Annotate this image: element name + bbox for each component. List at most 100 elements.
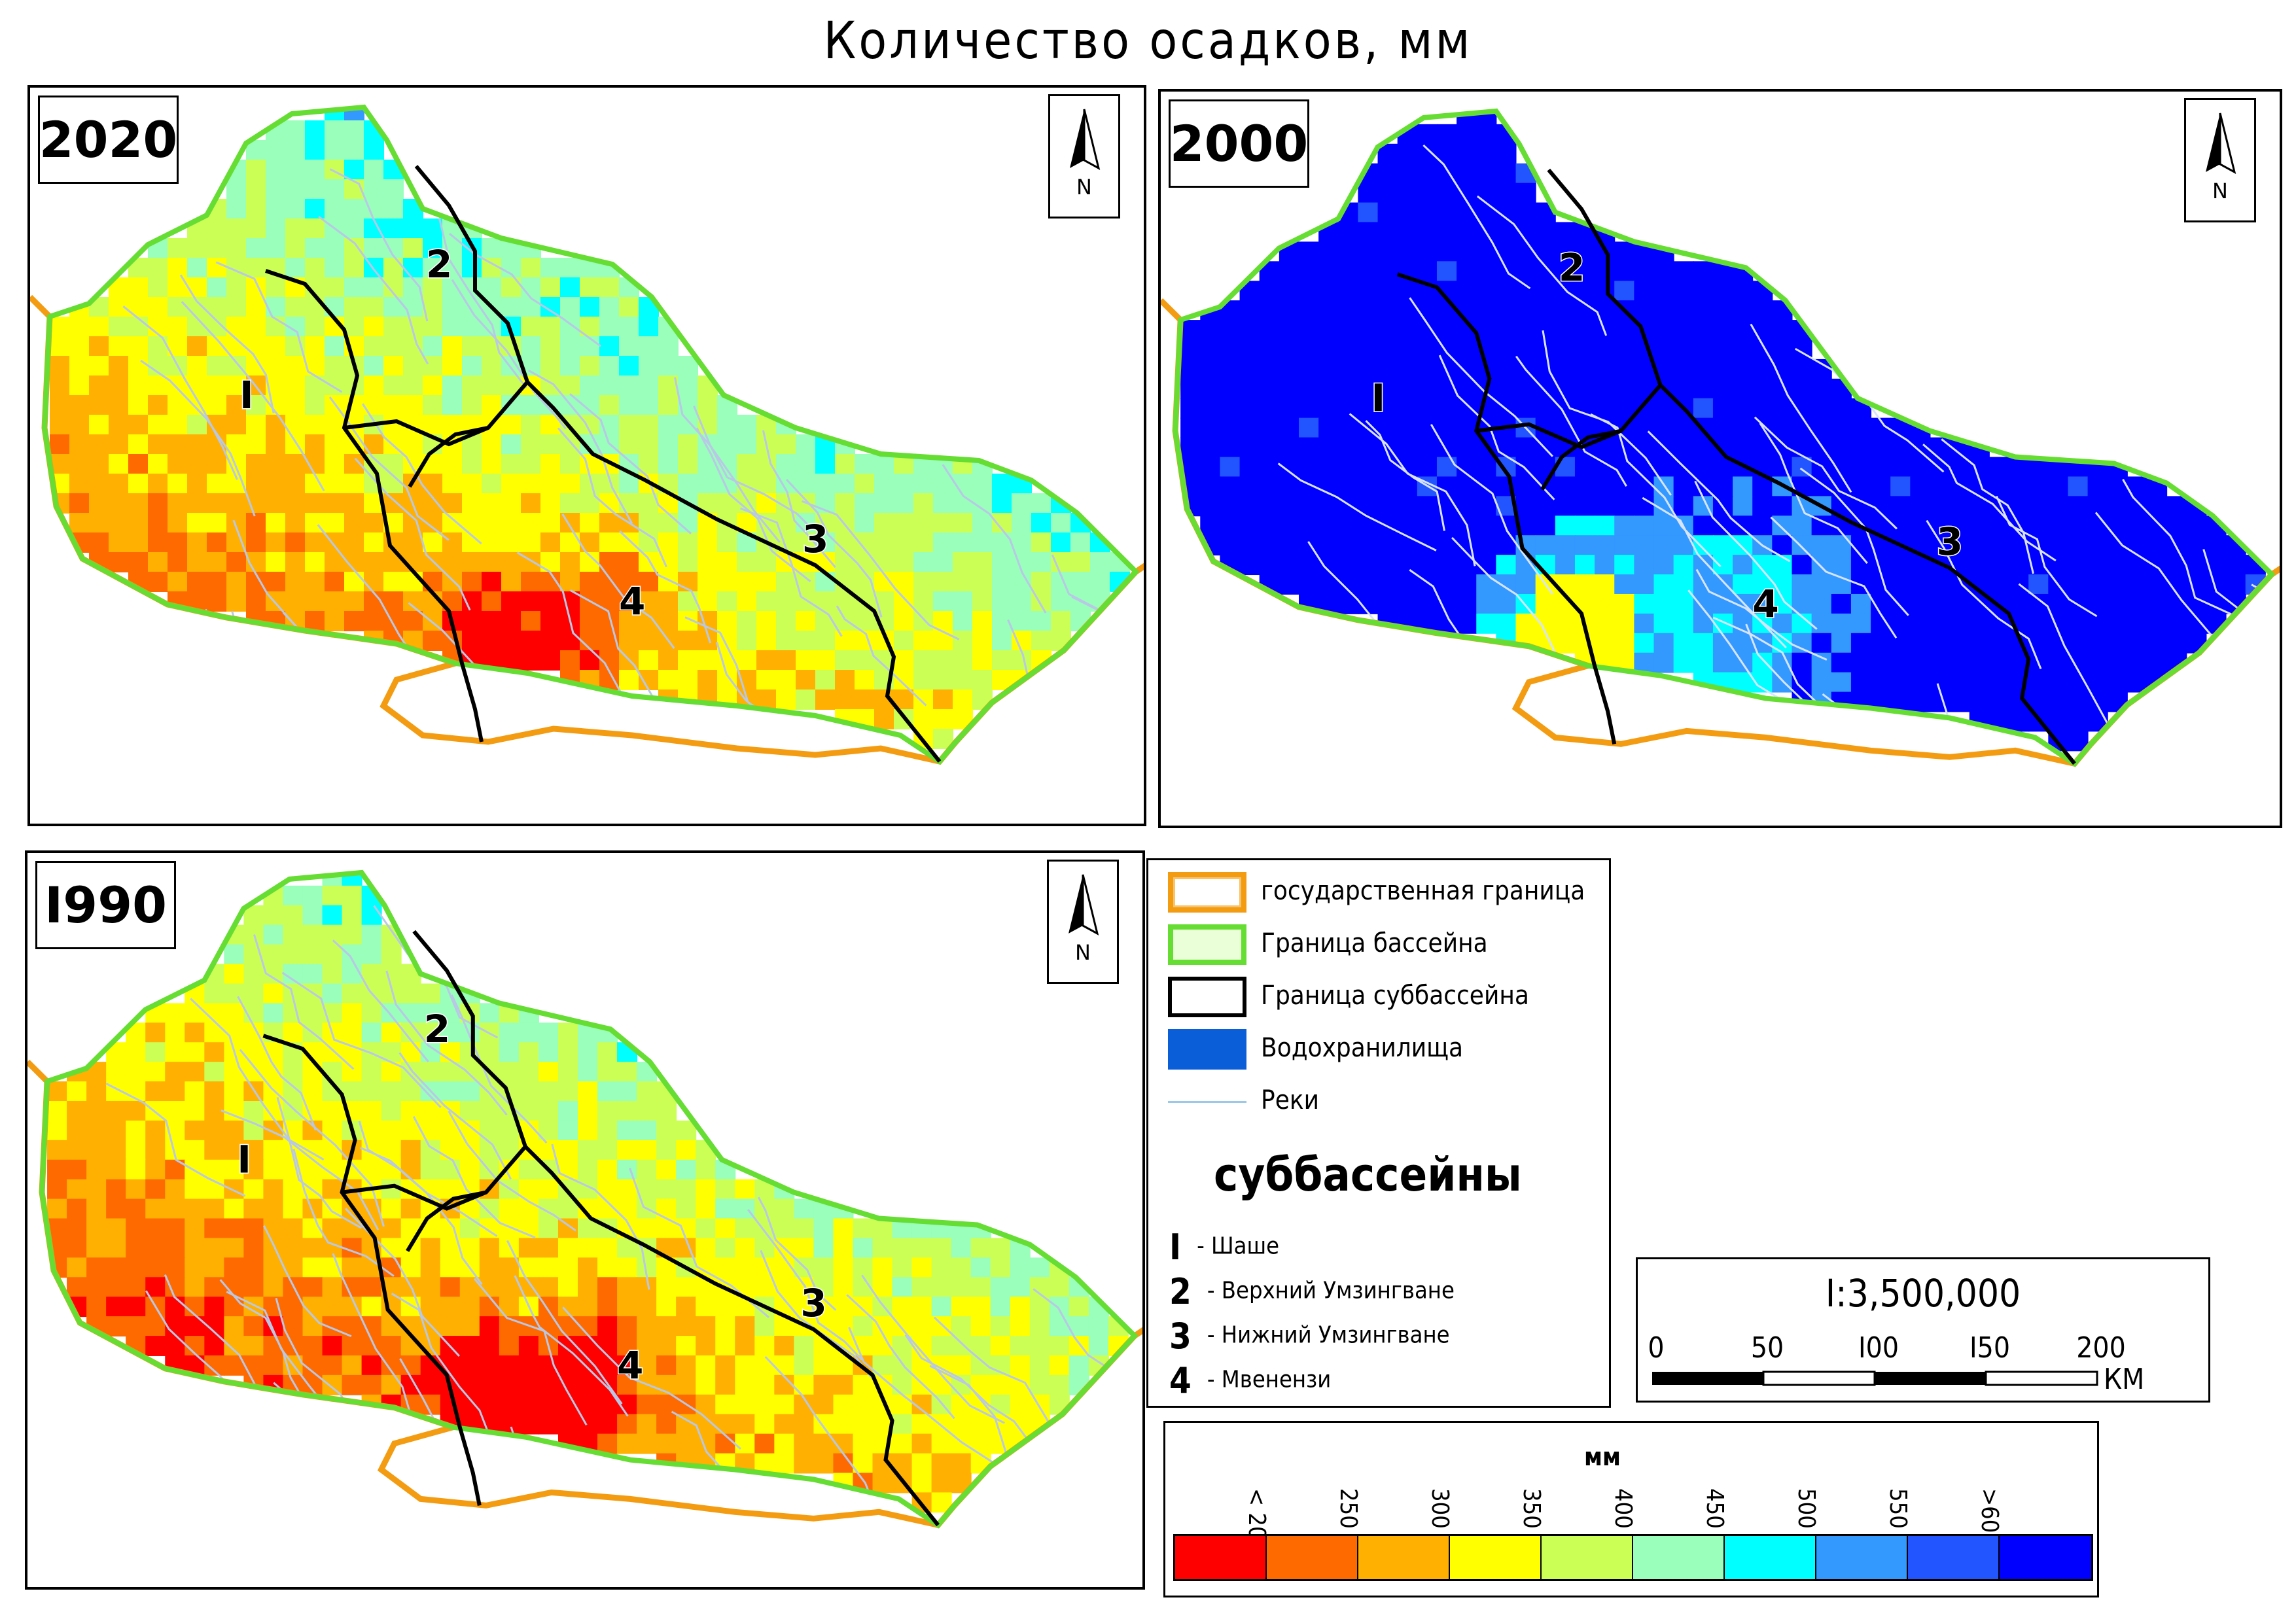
raster-cell — [305, 375, 325, 396]
color-scale-units: мм — [1584, 1442, 1621, 1471]
raster-cell — [658, 513, 679, 533]
raster-cell — [1220, 437, 1241, 458]
raster-cell — [1910, 496, 1931, 517]
raster-cell — [518, 1336, 539, 1356]
raster-cell — [599, 395, 620, 415]
raster-cell — [599, 375, 620, 396]
river — [1451, 536, 1562, 665]
raster-cell — [305, 336, 325, 357]
raster-cell — [89, 474, 109, 494]
raster-cell — [204, 983, 225, 1004]
raster-cell — [1574, 358, 1596, 379]
raster-cell — [128, 434, 149, 455]
raster-cell — [658, 591, 679, 612]
raster-cell — [577, 1159, 599, 1180]
raster-cell — [1673, 320, 1694, 340]
raster-cell — [168, 395, 188, 415]
river — [181, 301, 325, 492]
raster-cell — [1574, 281, 1596, 302]
raster-cell — [1200, 496, 1221, 517]
raster-cell — [168, 297, 188, 317]
raster-cell — [106, 1238, 127, 1259]
raster-cell — [204, 1022, 225, 1043]
raster-cell — [1417, 358, 1438, 379]
raster-cell — [521, 434, 541, 455]
raster-cell — [1051, 611, 1071, 631]
raster-cell — [1811, 378, 1832, 399]
legend-item-rivers: Реки — [1148, 1081, 1609, 1127]
raster-cell — [305, 238, 325, 258]
raster-cell — [243, 1277, 264, 1298]
raster-cell — [1338, 398, 1359, 419]
raster-cell — [364, 140, 384, 160]
raster-cell — [1259, 555, 1280, 576]
raster-cell — [1515, 281, 1536, 302]
raster-cell — [224, 1003, 245, 1024]
raster-cell — [1010, 1277, 1031, 1298]
raster-cell — [717, 552, 737, 572]
raster-cell — [403, 434, 423, 455]
raster-cell — [1969, 457, 1990, 478]
raster-cell — [776, 670, 796, 690]
raster-cell — [501, 434, 521, 455]
raster-cell — [89, 532, 109, 553]
raster-cell — [597, 1081, 618, 1102]
raster-cell — [1397, 398, 1418, 419]
raster-cell — [518, 1042, 539, 1063]
raster-cell — [560, 650, 580, 671]
river — [562, 1306, 741, 1450]
raster-cell — [442, 336, 463, 357]
raster-cell — [560, 631, 580, 651]
river — [329, 168, 429, 322]
raster-cell — [617, 1297, 638, 1318]
raster-cell — [1259, 476, 1280, 497]
raster-cell — [1476, 183, 1497, 203]
raster-cell — [931, 1257, 952, 1278]
raster-cell — [1397, 183, 1418, 203]
raster-cell — [89, 317, 109, 337]
raster-cell — [1417, 593, 1438, 614]
raster-cell — [1988, 652, 2010, 673]
raster-cell — [109, 454, 129, 474]
raster-cell — [658, 434, 679, 455]
raster-cell — [342, 1336, 362, 1356]
raster-cell — [2127, 593, 2148, 614]
raster-cell — [756, 670, 777, 690]
raster-cell — [1673, 535, 1694, 556]
raster-cell — [1515, 183, 1536, 203]
raster-cell — [1239, 515, 1260, 536]
raster-cell — [676, 1218, 697, 1239]
raster-cell — [420, 1062, 441, 1083]
raster-cell — [617, 1159, 638, 1180]
raster-cell — [951, 1257, 972, 1278]
raster-cell — [168, 493, 188, 514]
legend-item-reservoirs: Водохранилища — [1148, 1029, 1609, 1075]
raster-cell — [953, 689, 973, 710]
subbasin-border — [408, 426, 489, 488]
raster-cell — [2147, 535, 2168, 556]
raster-cell — [735, 1414, 756, 1435]
raster-cell — [1436, 300, 1458, 321]
raster-cell — [1890, 593, 1911, 614]
river — [764, 1355, 877, 1512]
raster-cell — [302, 1198, 323, 1219]
raster-cell — [1417, 437, 1438, 458]
raster-cell — [737, 552, 757, 572]
raster-cell — [1653, 398, 1674, 419]
raster-cell — [754, 1355, 775, 1376]
raster-cell — [442, 395, 463, 415]
raster-cell — [1831, 437, 1852, 458]
raster-cell — [459, 1100, 480, 1121]
raster-cell — [462, 336, 482, 357]
raster-cell — [204, 1238, 225, 1259]
raster-cell — [737, 650, 757, 671]
raster-cell — [305, 552, 325, 572]
raster-cell — [207, 572, 227, 592]
subbasin-name: - Шаше — [1197, 1232, 1280, 1260]
raster-cell — [1338, 358, 1359, 379]
raster-cell — [364, 179, 384, 200]
river — [1926, 519, 2042, 670]
raster-cell — [403, 395, 423, 415]
raster-cell — [1653, 261, 1674, 282]
raster-cell — [442, 552, 463, 572]
